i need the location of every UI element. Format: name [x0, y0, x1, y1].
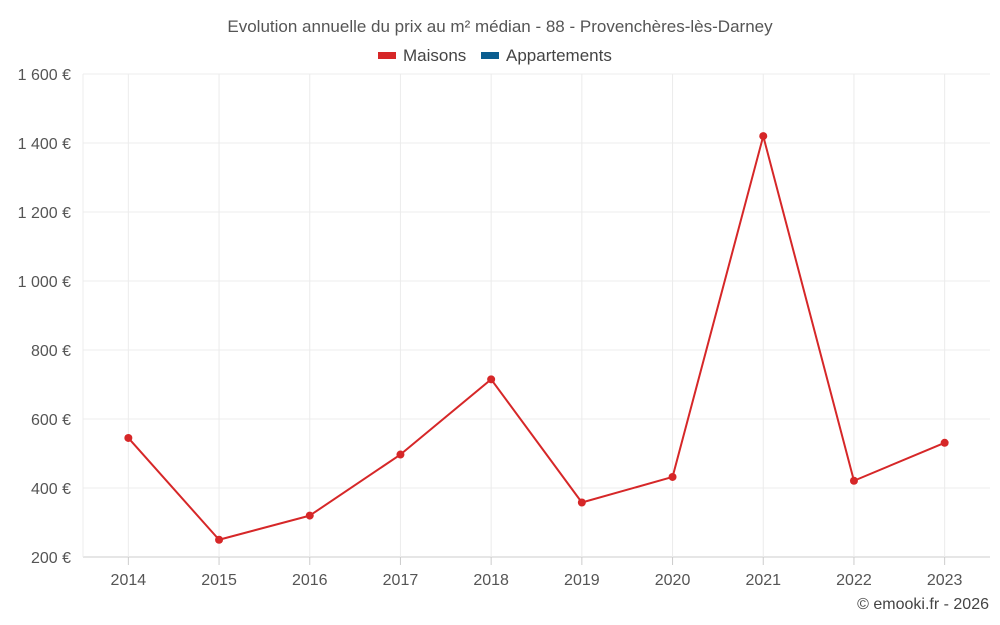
y-tick-label: 600 € — [31, 412, 71, 429]
x-tick-label: 2017 — [383, 572, 419, 589]
chart-grid — [82, 73, 990, 558]
data-point-maisons[interactable] — [940, 438, 949, 447]
chart-credit: © emooki.fr - 2026 — [857, 596, 989, 613]
legend-swatch-appartements[interactable] — [481, 52, 499, 59]
series-line-maisons — [127, 135, 946, 541]
data-point-maisons[interactable] — [668, 472, 677, 481]
y-tick-label: 1 400 € — [18, 136, 71, 153]
x-tick-label: 2015 — [201, 572, 237, 589]
chart-legend: Maisons Appartements — [378, 46, 612, 65]
chart-title: Evolution annuelle du prix au m² médian … — [227, 17, 773, 36]
data-point-maisons[interactable] — [124, 433, 133, 442]
y-tick-label: 1 200 € — [18, 205, 71, 222]
x-tick-label: 2021 — [745, 572, 781, 589]
data-point-maisons[interactable] — [215, 535, 224, 544]
x-tick-label: 2018 — [473, 572, 509, 589]
x-tick-label: 2023 — [927, 572, 963, 589]
x-tick-label: 2019 — [564, 572, 600, 589]
legend-swatch-maisons[interactable] — [378, 52, 396, 59]
legend-label-appartements[interactable]: Appartements — [506, 46, 612, 65]
y-tick-label: 200 € — [31, 550, 71, 567]
data-point-maisons[interactable] — [759, 132, 768, 141]
chart-series — [124, 132, 949, 544]
x-axis: 2014 2015 2016 2017 2018 2019 2020 2021 2022 2023 — [111, 557, 963, 589]
data-point-maisons[interactable] — [577, 498, 586, 507]
x-tick-label: 2016 — [292, 572, 328, 589]
data-point-maisons[interactable] — [487, 375, 496, 384]
legend-label-maisons[interactable]: Maisons — [403, 46, 466, 65]
y-axis: 200 € 400 € 600 € 800 € 1 000 € 1 200 € 1 400 … — [18, 67, 71, 567]
data-point-maisons[interactable] — [849, 476, 858, 485]
y-tick-label: 400 € — [31, 481, 71, 498]
y-tick-label: 1 000 € — [18, 274, 71, 291]
x-tick-label: 2014 — [111, 572, 147, 589]
data-point-maisons[interactable] — [305, 511, 314, 520]
y-tick-label: 800 € — [31, 343, 71, 360]
x-tick-label: 2020 — [655, 572, 691, 589]
data-point-maisons[interactable] — [396, 450, 405, 459]
y-tick-label: 1 600 € — [18, 67, 71, 84]
x-tick-label: 2022 — [836, 572, 872, 589]
